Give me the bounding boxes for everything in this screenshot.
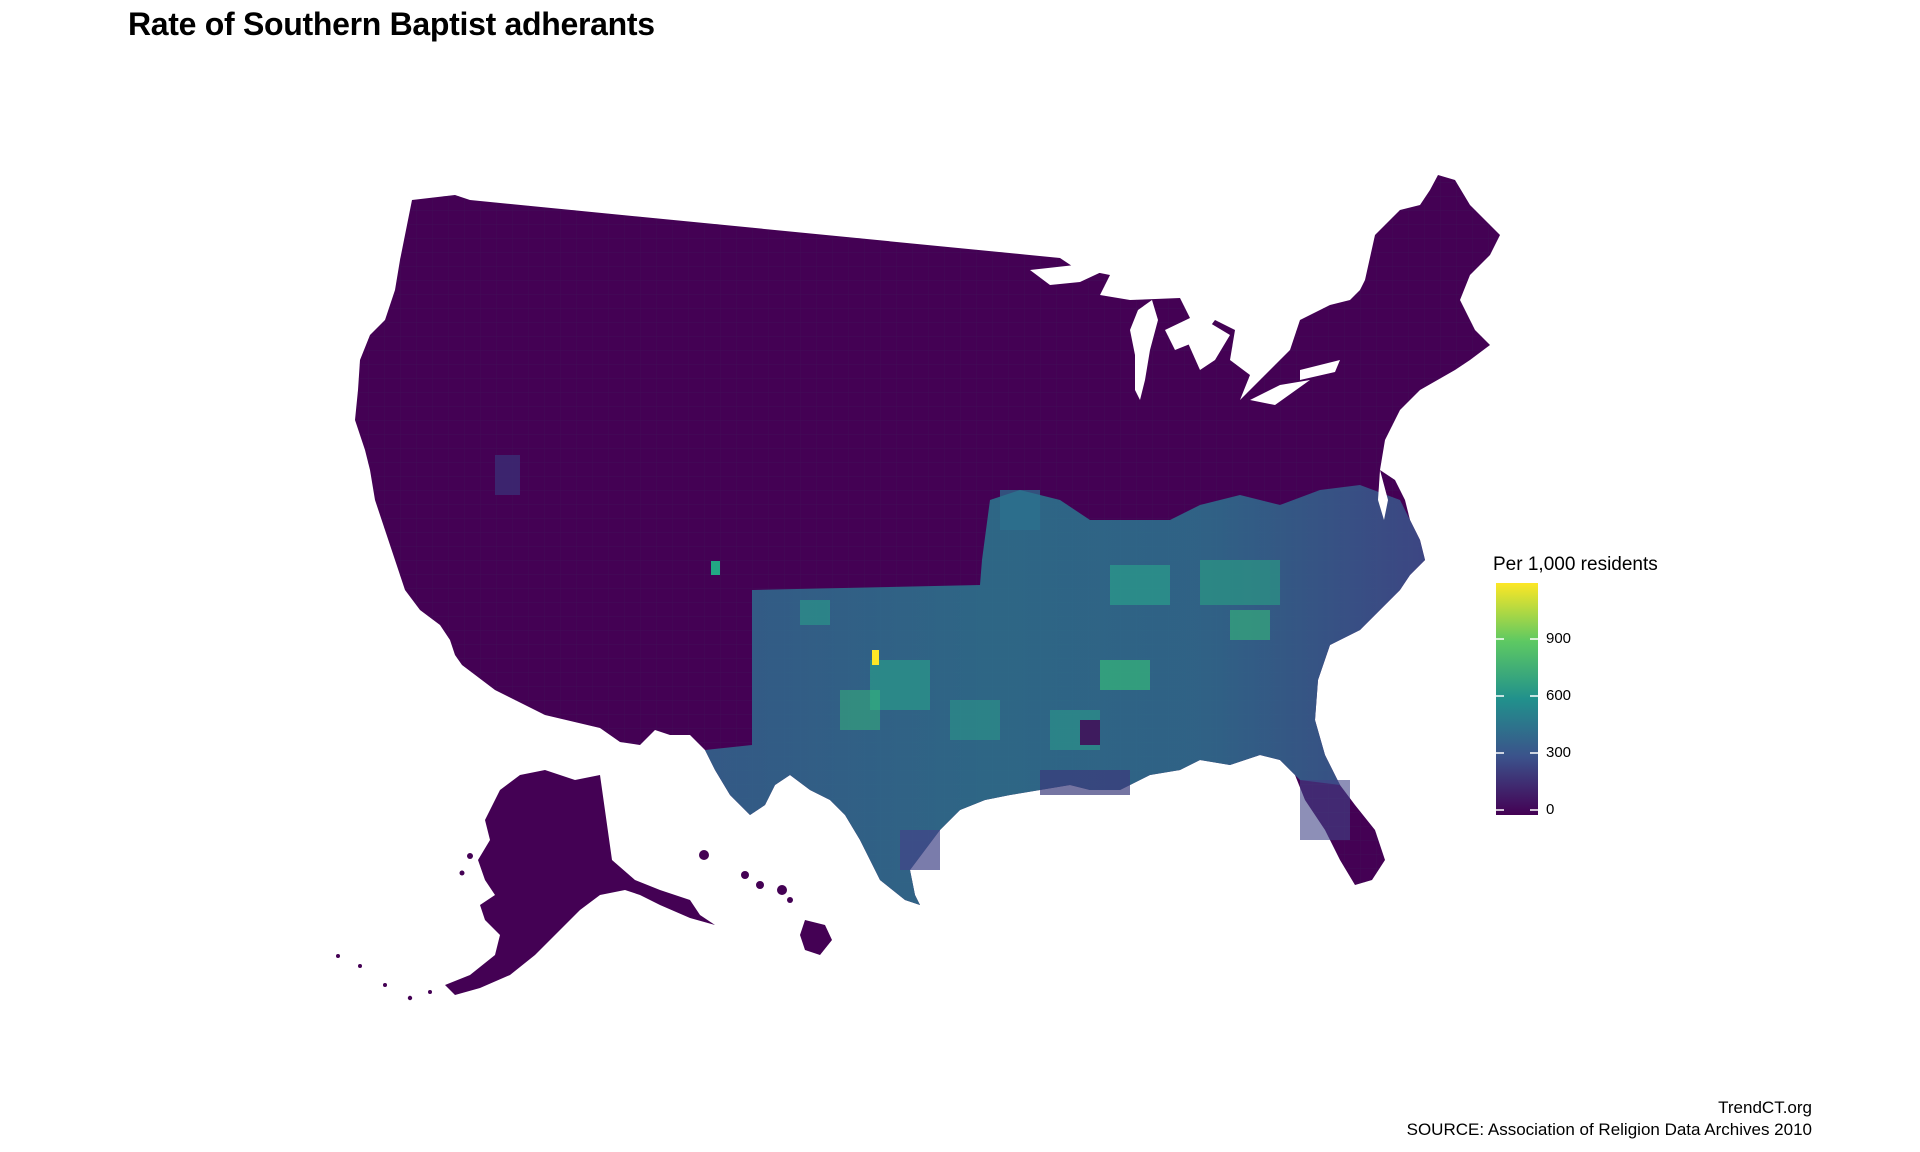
legend-colorbar [1496, 583, 1538, 815]
high-value-patches [800, 490, 1280, 750]
caption-source: SOURCE: Association of Religion Data Arc… [1406, 1120, 1812, 1139]
low-value-patches [900, 720, 1350, 870]
alaska-islands [336, 853, 473, 1001]
peak-county [872, 650, 879, 665]
alaska-shape [445, 770, 715, 995]
legend-tick-300: 300 [1546, 744, 1572, 761]
colorado-patch [711, 561, 720, 575]
nevada-patch [495, 455, 520, 495]
great-lakes [1030, 265, 1340, 405]
caption-source-site: TrendCT.org [1718, 1098, 1812, 1117]
legend-tick-600: 600 [1546, 687, 1572, 704]
legend-tick-0: 0 [1546, 801, 1555, 818]
legend-title: Per 1,000 residents [1493, 554, 1658, 575]
chart-title: Rate of Southern Baptist adherants [128, 6, 655, 42]
legend-tick-900: 900 [1546, 630, 1572, 647]
hawaii-shape [699, 850, 832, 955]
